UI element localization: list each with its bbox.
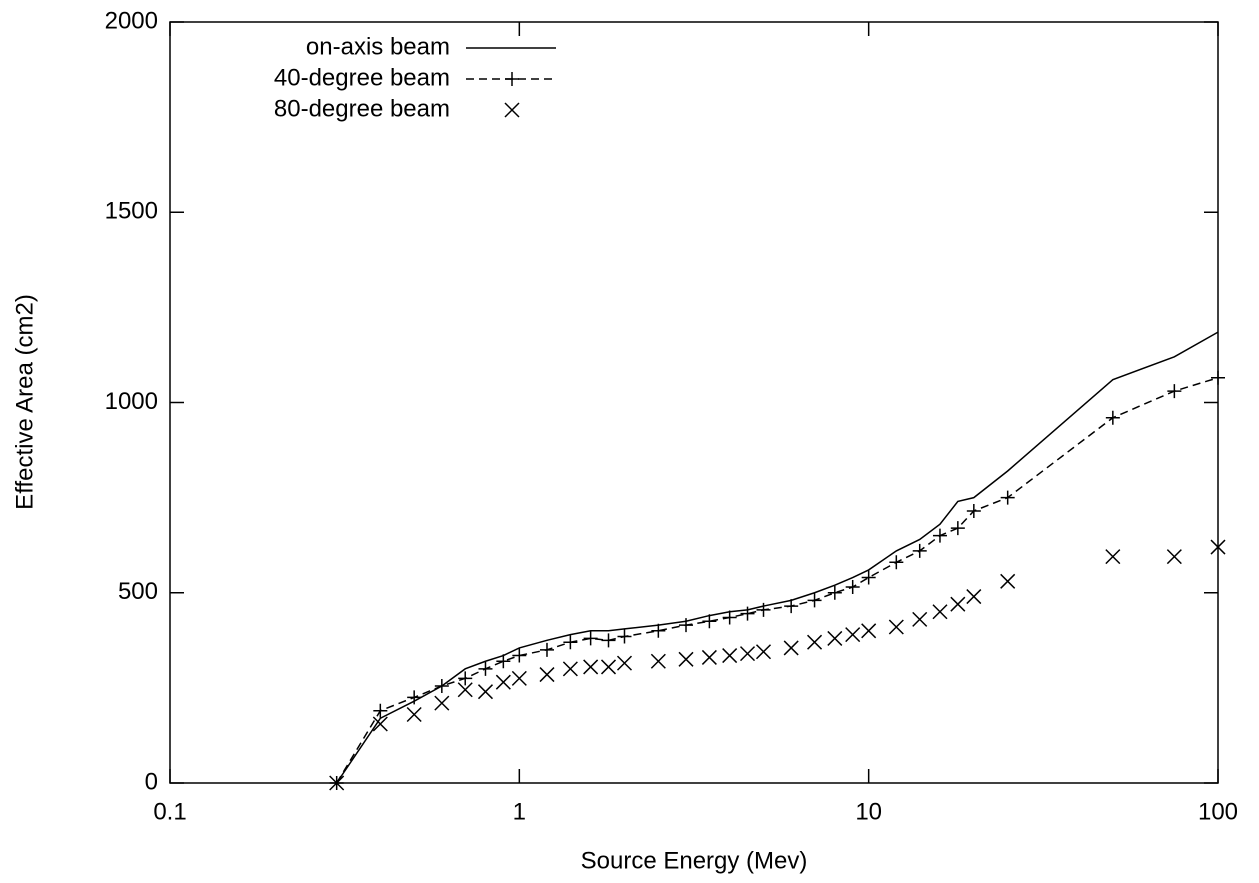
plus-marker [784,599,799,614]
cross-marker [966,589,982,605]
cross-marker [616,655,633,671]
plus-marker [539,642,554,657]
cross-marker [888,619,904,635]
cross-marker [434,695,450,711]
cross-marker [827,630,843,646]
plus-marker [966,503,981,518]
series-line [336,377,1219,784]
cross-marker [739,646,756,662]
series-line [336,331,1219,784]
cross-marker [845,627,861,643]
legend-label: 80-degree beam [274,95,450,122]
cross-marker [755,644,772,660]
cross-marker [477,684,494,700]
cross-marker [539,667,555,683]
y-tick-label: 0 [145,768,158,795]
plus-marker [679,618,694,633]
plus-marker [861,570,876,585]
cross-marker [372,716,388,732]
cross-marker [950,596,966,612]
cross-marker [406,706,422,723]
plot-frame [169,21,1219,784]
plus-marker [702,614,717,629]
plus-marker [407,690,422,705]
plus-marker [512,648,527,663]
plus-marker [651,623,666,638]
plus-marker [756,602,771,617]
plus-marker [434,678,449,693]
cross-marker [511,670,527,686]
y-tick-label: 500 [118,578,158,605]
cross-marker [495,674,511,690]
x-axis-label: Source Energy (Mev) [581,847,808,874]
plus-marker [458,671,473,686]
plus-marker [1211,370,1225,385]
y-tick-label: 2000 [105,7,158,34]
x-tick-label: 0.1 [153,798,186,825]
cross-marker [457,682,473,698]
cross-marker [583,659,599,675]
plus-marker [496,654,511,669]
cross-marker [701,649,717,665]
plus-marker [912,543,927,558]
cross-marker [600,659,617,675]
plus-marker [373,703,388,718]
cross-marker [722,648,738,664]
cross-marker [932,604,948,620]
x-tick-label: 10 [855,798,882,825]
plus-marker [1000,490,1015,505]
plus-marker [889,555,904,570]
cross-marker [562,661,578,677]
cross-marker [807,634,823,650]
x-tick-label: 1 [513,798,526,825]
cross-marker [1210,539,1226,555]
y-axis-label: Effective Area (cm2) [11,294,38,510]
y-tick-label: 1000 [105,388,158,415]
plus-marker [563,635,578,650]
plus-marker [740,606,755,621]
plus-marker [617,629,632,644]
plus-marker [583,631,598,646]
plus-marker [601,633,616,648]
plus-marker [1105,410,1120,425]
plus-marker [950,521,965,536]
plus-marker [722,610,737,625]
cross-marker [1000,573,1016,589]
cross-marker [912,611,928,627]
legend-label: on-axis beam [306,33,450,60]
cross-marker [329,775,345,791]
cross-marker [1105,549,1121,565]
plus-marker [932,528,947,543]
cross-marker [1166,549,1182,565]
y-tick-label: 1500 [105,198,158,225]
plus-marker [1167,384,1182,399]
x-tick-label: 100 [1198,798,1238,825]
legend-label: 40-degree beam [274,64,450,91]
plus-marker [845,580,860,595]
plus-marker [807,593,822,608]
cross-marker [783,640,799,656]
plus-marker [478,661,493,676]
cross-marker [678,651,694,667]
plus-marker [505,72,519,86]
cross-marker [504,102,520,118]
cross-marker [650,653,666,669]
cross-marker [861,623,877,639]
plus-marker [827,585,842,600]
